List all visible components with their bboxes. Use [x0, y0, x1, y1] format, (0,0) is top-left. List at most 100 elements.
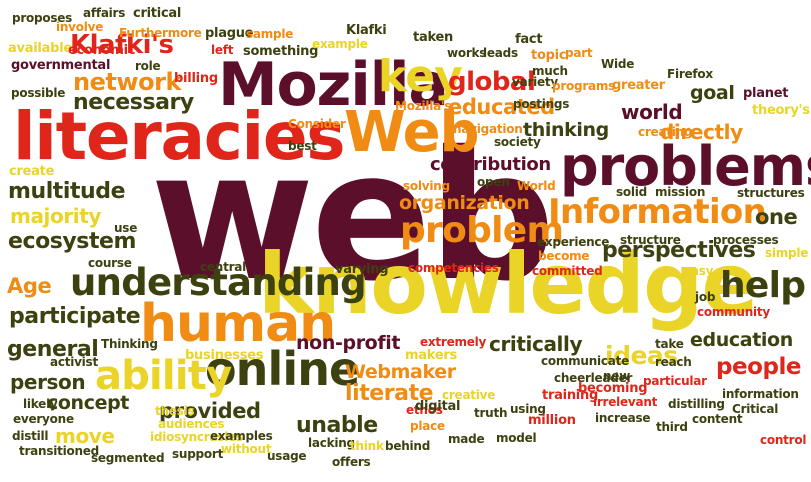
cloud-word: world: [621, 100, 683, 124]
cloud-word: community: [697, 305, 770, 319]
cloud-word: literate: [345, 381, 434, 406]
cloud-word: possible: [11, 86, 66, 100]
cloud-word: structure: [620, 233, 681, 247]
cloud-word: key: [378, 51, 463, 102]
cloud-word: information: [722, 387, 799, 401]
cloud-word: new: [603, 369, 631, 383]
cloud-word: sample: [246, 27, 294, 41]
cloud-word: becoming: [578, 381, 648, 396]
cloud-word: perspectives: [602, 238, 756, 263]
cloud-word: Mozilla: [218, 50, 449, 120]
cloud-word: greater: [612, 78, 665, 93]
cloud-word: easy: [683, 264, 714, 278]
cloud-word: education: [690, 329, 793, 351]
cloud-word: control: [760, 433, 807, 447]
cloud-word: theory's: [752, 103, 810, 118]
cloud-word: digital: [415, 399, 461, 414]
cloud-word: activist: [50, 355, 98, 369]
cloud-word: taken: [413, 30, 454, 45]
cloud-word: audiences: [158, 417, 225, 431]
cloud-word: plague: [205, 26, 254, 41]
cloud-word: communicate: [541, 354, 630, 368]
cloud-word: global: [448, 67, 536, 97]
cloud-word: billing: [174, 71, 218, 86]
cloud-word: online: [205, 342, 360, 396]
cloud-word: provided: [159, 399, 261, 423]
cloud-word: general: [7, 337, 99, 362]
cloud-word: Information: [548, 192, 767, 232]
cloud-word: Web: [344, 100, 480, 165]
cloud-word: web: [150, 113, 555, 320]
cloud-word: proposes: [12, 11, 73, 25]
cloud-word: concept: [47, 392, 130, 414]
cloud-word: Thinking: [101, 337, 158, 351]
cloud-word: people: [716, 354, 802, 380]
cloud-word: course: [88, 256, 132, 270]
cloud-word: competencies: [408, 261, 499, 275]
cloud-word: Critical: [732, 402, 779, 416]
cloud-word: makers: [405, 348, 458, 363]
cloud-word: person: [10, 370, 86, 394]
cloud-word: governmental: [11, 58, 111, 73]
cloud-word: distilling: [668, 397, 725, 411]
cloud-word: examples: [210, 429, 273, 443]
cloud-word: mission: [655, 185, 706, 199]
cloud-word: segmented: [91, 451, 165, 465]
cloud-word: critically: [489, 332, 583, 356]
cloud-word: affairs: [83, 6, 126, 20]
cloud-word: businesses: [185, 348, 264, 363]
cloud-word: network: [73, 68, 181, 96]
cloud-word: offers: [332, 455, 371, 469]
cloud-word: ethos: [406, 403, 443, 417]
cloud-word: necessary: [73, 90, 194, 115]
cloud-word: much: [532, 64, 568, 78]
cloud-word: truth: [474, 406, 508, 420]
cloud-word: variety: [512, 75, 558, 89]
cloud-word: content: [692, 412, 743, 426]
cloud-word: majority: [10, 204, 102, 228]
cloud-word: non-profit: [296, 332, 401, 354]
cloud-word: educated: [448, 95, 555, 119]
cloud-word: likely: [23, 397, 58, 411]
cloud-word: Age: [7, 274, 52, 298]
cloud-word: solid: [616, 185, 648, 199]
cloud-word: involve: [56, 20, 104, 34]
cloud-word: increase: [595, 411, 651, 425]
cloud-word: goal: [690, 82, 735, 104]
cloud-word: directly: [660, 120, 743, 144]
cloud-word: take: [655, 337, 684, 351]
cloud-word: best: [288, 139, 317, 153]
cloud-word: model: [496, 431, 537, 445]
cloud-word: multitude: [8, 179, 126, 204]
cloud-word: part: [565, 46, 593, 60]
cloud-word: problems: [560, 135, 811, 198]
cloud-word: create: [9, 164, 55, 179]
cloud-word: committed: [532, 264, 603, 278]
cloud-word: thesis: [155, 404, 195, 418]
cloud-word: particular: [643, 374, 707, 388]
cloud-word: idiosyncrasies: [150, 430, 243, 444]
cloud-word: varying: [335, 262, 389, 277]
cloud-word: reach: [655, 355, 692, 369]
cloud-word: structures: [737, 186, 805, 200]
cloud-word: available: [8, 41, 72, 56]
cloud-word: fact: [515, 32, 543, 47]
cloud-word: organization: [399, 192, 530, 214]
cloud-word: thinking: [523, 119, 609, 141]
cloud-word: third: [656, 420, 688, 434]
cloud-word: ecosystem: [8, 229, 137, 254]
cloud-word: usage: [267, 449, 307, 463]
cloud-word: ideas: [605, 341, 678, 370]
cloud-word: World: [517, 179, 556, 193]
cloud-word: lacking: [308, 436, 355, 450]
cloud-word: participate: [9, 304, 141, 329]
cloud-word: human: [140, 294, 336, 354]
cloud-word: everyone: [13, 412, 74, 426]
cloud-word: help: [720, 265, 806, 306]
cloud-word: leads: [483, 46, 518, 60]
cloud-word: place: [410, 419, 445, 433]
cloud-word: understanding: [70, 261, 367, 304]
cloud-word: become: [538, 249, 590, 263]
cloud-word: works: [447, 46, 487, 60]
